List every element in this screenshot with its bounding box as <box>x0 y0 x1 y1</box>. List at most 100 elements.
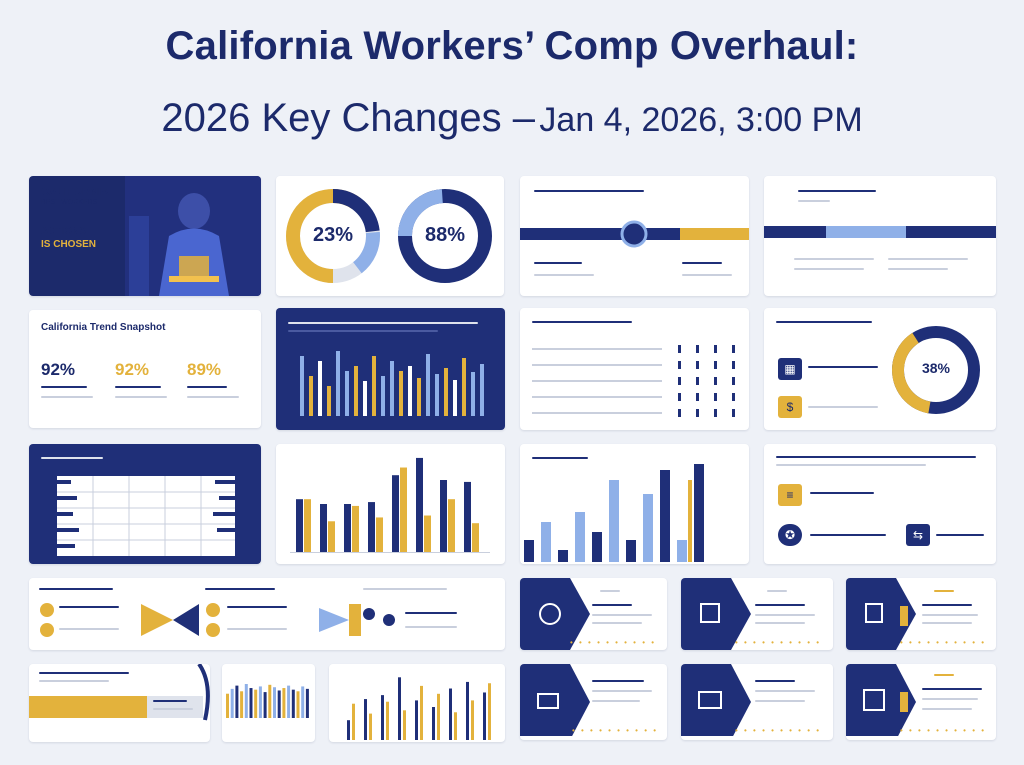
funnel-card[interactable] <box>29 578 505 650</box>
bar <box>354 366 358 416</box>
stat-card-title: California Trend Snapshot <box>41 322 166 333</box>
bar <box>258 686 262 718</box>
bar-navy <box>320 504 327 552</box>
bar <box>249 688 253 718</box>
grouped-bar-chart <box>290 457 490 553</box>
bar-navy <box>398 677 401 740</box>
process-step-2[interactable]: • • • • • • • • • • <box>681 578 833 650</box>
bar <box>471 372 475 416</box>
callout-card[interactable] <box>29 664 210 742</box>
table-cell-marker <box>732 409 735 417</box>
process-chevron-5 <box>681 664 751 736</box>
process-step-1[interactable]: • • • • • • • • • • <box>520 578 667 650</box>
card-heading-line <box>534 190 644 192</box>
bar <box>462 358 466 416</box>
bar <box>363 381 367 416</box>
process-step-5[interactable]: • • • • • • • • • • <box>681 664 833 740</box>
process-step-3[interactable]: • • • • • • • • • • <box>846 578 996 650</box>
icon-list-card[interactable]: ≡ ✪ ⇆ <box>764 444 996 564</box>
slider-card-1[interactable] <box>520 176 749 296</box>
donut-charts <box>286 189 492 283</box>
bar <box>435 374 439 416</box>
bar <box>558 550 568 562</box>
summary-donut <box>892 326 981 414</box>
bar <box>345 371 349 416</box>
funnel-diagram <box>40 603 395 637</box>
bar <box>626 540 636 562</box>
summary-donut-label: 38% <box>921 360 951 376</box>
bar <box>327 386 331 416</box>
process-step-6[interactable]: • • • • • • • • • • <box>846 664 996 740</box>
table-cell-marker <box>696 361 699 369</box>
bar-navy <box>381 695 384 740</box>
x-axis <box>290 552 490 553</box>
bar-gold <box>403 710 406 740</box>
bar <box>390 361 394 416</box>
badge-icon: ✪ <box>778 524 802 546</box>
data-table <box>532 345 735 417</box>
stat-card[interactable]: California Trend Snapshot 92% 92% 89% <box>29 310 261 428</box>
donut-card[interactable]: 23% 88% <box>276 176 504 296</box>
slider-card-2[interactable] <box>764 176 996 296</box>
bar <box>230 688 234 718</box>
table-cell-marker <box>696 345 699 353</box>
callout-banner <box>29 664 210 721</box>
table-cell-marker <box>696 393 699 401</box>
bar <box>677 540 687 562</box>
bar-navy <box>449 688 452 740</box>
stat-2-value: 92% <box>115 360 150 379</box>
bar-navy <box>392 475 399 552</box>
process-chevron-1 <box>520 578 590 650</box>
bar <box>381 376 385 416</box>
bar-gold <box>471 700 474 740</box>
table-card[interactable] <box>520 308 749 430</box>
bar-gold <box>386 701 389 740</box>
bar <box>300 356 304 416</box>
handshake-icon: ⇆ <box>906 524 930 546</box>
grid-chart-card[interactable] <box>29 444 261 564</box>
bar-navy <box>368 502 375 552</box>
bar-gold <box>488 683 491 740</box>
table-row-line <box>532 364 662 366</box>
bar <box>226 693 229 718</box>
process-step-4[interactable]: • • • • • • • • • • <box>520 664 667 740</box>
bar <box>244 684 248 718</box>
table-cell-marker <box>678 409 681 417</box>
mini-bar-card[interactable] <box>222 664 315 742</box>
mini-bar-chart <box>226 684 309 718</box>
table-cell-marker <box>678 361 681 369</box>
money-icon: $ <box>778 396 802 418</box>
bar <box>541 522 551 562</box>
bar <box>660 470 670 562</box>
blue-bar-card[interactable] <box>520 444 749 564</box>
bar <box>592 532 602 562</box>
table-cell-marker <box>714 361 717 369</box>
progress-slider-2[interactable] <box>764 176 996 296</box>
donut-1-label: 23% <box>312 224 354 246</box>
table-cell-marker <box>714 409 717 417</box>
bar <box>426 354 430 416</box>
bar-gold <box>424 515 431 552</box>
bar-gold <box>328 521 335 552</box>
wide-bar-card[interactable] <box>329 664 505 742</box>
table-cell-marker <box>732 361 735 369</box>
progress-slider-1[interactable] <box>520 176 749 296</box>
navy-bar-chart-card[interactable] <box>276 308 505 430</box>
bar <box>309 376 313 416</box>
bar <box>318 361 322 416</box>
bar-navy <box>440 480 447 552</box>
title-subject: 2026 Key Changes – <box>161 96 535 140</box>
photo-card[interactable]: CALIFORNIA BEST WORKERS ACTIONS IS CHOSE… <box>29 176 261 296</box>
grouped-bar-card[interactable] <box>276 444 505 564</box>
bar <box>524 540 534 562</box>
bar <box>399 371 403 416</box>
bar <box>235 685 239 718</box>
stat-1-value: 92% <box>41 360 76 379</box>
bar <box>372 356 376 416</box>
bar <box>417 378 421 416</box>
highlight-bar <box>688 480 692 562</box>
chart-icon: ▦ <box>778 358 802 380</box>
summary-donut-card[interactable]: ▦ $ 38% <box>764 308 996 430</box>
bar-gold <box>376 517 383 552</box>
bar-gold <box>369 713 372 740</box>
